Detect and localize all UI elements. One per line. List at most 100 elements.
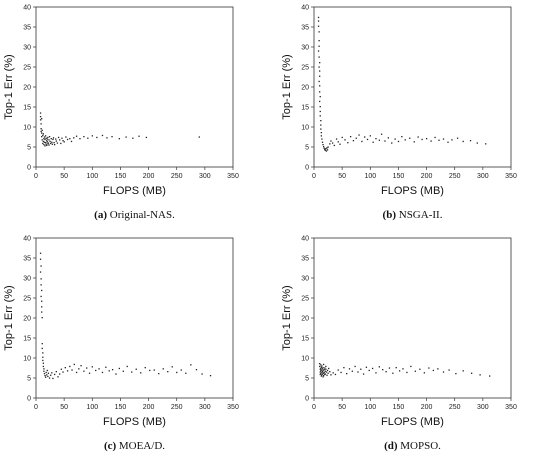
data-point xyxy=(395,367,397,369)
data-point xyxy=(190,364,192,366)
data-point xyxy=(319,100,321,103)
x-tick-label: 350 xyxy=(505,404,517,411)
data-point xyxy=(321,373,324,375)
data-point xyxy=(371,367,374,370)
data-point xyxy=(51,143,54,145)
data-point xyxy=(319,115,321,117)
data-point xyxy=(419,368,421,370)
data-point xyxy=(335,138,338,140)
data-point xyxy=(42,140,45,143)
data-point xyxy=(319,373,321,376)
panel-1: 0 50 100 150 200 250 300 350 0 5 10 15 20 25 30 35 40 FLO… xyxy=(3,5,239,222)
data-point xyxy=(347,142,349,144)
data-point xyxy=(321,371,324,373)
y-tick-label: 0 xyxy=(27,396,31,403)
plot-frame xyxy=(35,237,234,399)
data-point xyxy=(330,374,332,376)
data-point xyxy=(70,140,73,143)
y-tick-label: 40 xyxy=(301,5,309,12)
data-point xyxy=(317,50,320,52)
data-point xyxy=(361,140,363,143)
data-point xyxy=(384,140,386,142)
x-tick-label: 350 xyxy=(227,173,239,180)
x-tick-label: 100 xyxy=(86,173,98,180)
data-point xyxy=(122,370,124,372)
data-point xyxy=(118,367,121,370)
data-point xyxy=(41,311,43,313)
y-tick-label: 40 xyxy=(23,236,31,243)
data-point xyxy=(319,85,321,87)
data-point xyxy=(41,347,43,350)
data-point xyxy=(52,138,54,141)
data-point xyxy=(66,138,69,141)
data-point xyxy=(43,368,45,370)
data-point xyxy=(326,374,328,376)
data-point xyxy=(322,376,324,378)
data-point xyxy=(40,295,42,298)
y-axis-label: Top-1 Err (%) xyxy=(3,285,15,350)
data-point xyxy=(321,141,324,143)
data-point xyxy=(126,365,128,368)
data-point xyxy=(349,136,352,138)
y-tick-label: 20 xyxy=(23,85,31,92)
data-point xyxy=(48,144,50,146)
data-point xyxy=(318,80,320,83)
data-point xyxy=(45,137,47,139)
data-point xyxy=(53,142,55,144)
y-tick-label: 30 xyxy=(301,276,309,283)
data-point xyxy=(198,136,200,138)
data-point xyxy=(364,136,366,138)
panel-caption-text: Original-NAS. xyxy=(107,209,175,221)
data-point xyxy=(45,371,47,374)
data-point xyxy=(319,70,321,72)
y-tick-label: 0 xyxy=(305,165,309,172)
data-point xyxy=(455,373,457,375)
data-point xyxy=(340,371,342,374)
data-point xyxy=(430,140,432,142)
data-point xyxy=(108,370,110,372)
data-point xyxy=(44,375,46,377)
data-point xyxy=(48,139,50,141)
data-point xyxy=(96,136,98,139)
y-tick-label: 30 xyxy=(23,276,31,283)
data-point xyxy=(41,317,43,319)
panel-4: 0 50 100 150 200 250 300 350 0 5 10 15 20 25 30 35 40 FLO… xyxy=(281,236,517,453)
x-tick-label: 250 xyxy=(449,404,461,411)
data-point xyxy=(47,136,49,139)
data-point xyxy=(41,306,43,308)
x-tick-label: 300 xyxy=(199,404,211,411)
data-point xyxy=(331,142,334,144)
data-point xyxy=(434,136,436,139)
data-point xyxy=(438,139,440,141)
data-point xyxy=(55,371,57,373)
panel-caption-text: MOPSO. xyxy=(398,440,442,452)
data-point xyxy=(321,365,323,367)
data-point xyxy=(391,142,393,144)
data-point xyxy=(323,147,325,149)
x-tick-label: 0 xyxy=(312,404,316,411)
data-point xyxy=(42,365,45,368)
data-point xyxy=(358,134,360,136)
data-point xyxy=(448,369,450,371)
x-tick-label: 300 xyxy=(199,173,211,180)
data-point xyxy=(489,375,491,377)
data-point xyxy=(352,140,355,142)
data-point xyxy=(329,371,331,373)
data-point xyxy=(321,374,323,376)
data-point xyxy=(375,138,377,140)
y-tick-label: 40 xyxy=(23,5,31,12)
y-axis-label: Top-1 Err (%) xyxy=(3,54,15,119)
data-point xyxy=(325,368,327,370)
data-point xyxy=(320,369,323,371)
y-tick-label: 25 xyxy=(23,65,31,72)
data-point xyxy=(125,136,127,138)
x-tick-label: 300 xyxy=(477,404,489,411)
data-point xyxy=(40,130,42,133)
data-point xyxy=(322,146,325,148)
x-tick-label: 50 xyxy=(60,404,68,411)
data-point xyxy=(406,371,408,374)
data-point xyxy=(346,373,348,375)
x-tick-label: 50 xyxy=(338,404,346,411)
y-tick-label: 10 xyxy=(23,125,31,132)
data-point xyxy=(319,371,321,373)
